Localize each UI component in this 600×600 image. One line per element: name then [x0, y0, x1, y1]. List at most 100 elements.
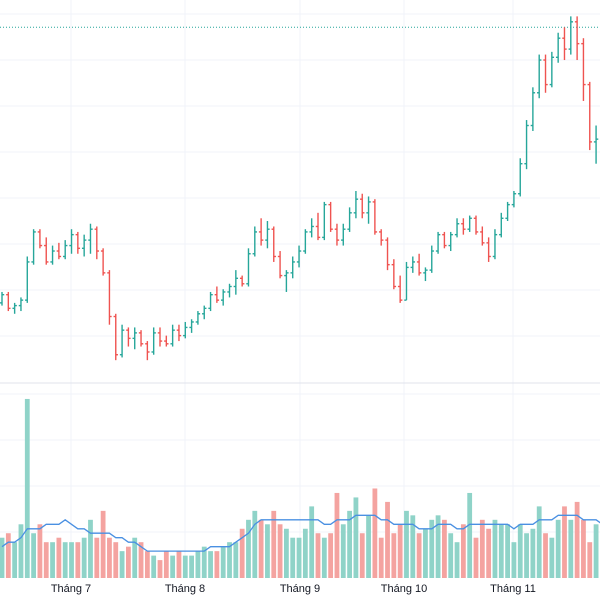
ohlc-bar — [183, 321, 188, 339]
volume-bar — [593, 524, 599, 578]
volume-bar — [170, 555, 176, 578]
x-tick-label: Tháng 10 — [381, 583, 427, 595]
volume-bar — [587, 542, 593, 578]
volume-bar — [302, 528, 308, 578]
volume-bar — [239, 528, 245, 578]
volume-bar — [340, 524, 346, 578]
ohlc-bar — [543, 54, 548, 93]
volume-bar — [271, 510, 277, 578]
ohlc-bar — [81, 234, 87, 257]
ohlc-bar — [18, 297, 24, 312]
x-tick-label: Tháng 7 — [51, 583, 91, 595]
volume-bar — [492, 519, 498, 578]
ohlc-bar — [429, 245, 434, 273]
volume-bar — [277, 524, 283, 578]
ohlc-bar — [176, 324, 182, 342]
ohlc-bar — [145, 341, 150, 361]
ohlc-bar — [423, 267, 428, 282]
ohlc-bar — [221, 289, 226, 306]
volume-bar — [182, 555, 188, 578]
ohlc-bar — [530, 87, 536, 131]
volume-bar — [562, 506, 567, 578]
ohlc-bar — [233, 270, 239, 295]
volume-bar — [208, 551, 213, 578]
volume-bar — [163, 551, 169, 578]
price-pane — [0, 16, 600, 361]
ohlc-bar — [524, 120, 529, 170]
volume-bar — [284, 528, 289, 578]
volume-bar — [220, 546, 226, 578]
ohlc-bar — [50, 245, 55, 265]
ohlc-bar — [366, 196, 371, 224]
ohlc-bar — [505, 201, 510, 222]
volume-bar — [88, 519, 93, 578]
volume-bar — [62, 542, 68, 578]
volume-bar — [347, 510, 352, 578]
volume-bar — [372, 488, 378, 578]
volume-bar — [435, 515, 441, 578]
x-tick-label: Tháng 11 — [490, 583, 536, 595]
ohlc-bar — [581, 38, 586, 101]
ohlc-bar — [537, 54, 542, 99]
ohlc-bar — [277, 251, 283, 279]
ohlc-bar — [555, 32, 561, 63]
volume-bar — [296, 537, 302, 578]
ohlc-bar — [113, 313, 118, 361]
ohlc-bar — [157, 327, 163, 347]
volume-bar — [423, 528, 428, 578]
ohlc-bar — [593, 125, 599, 164]
ohlc-bar — [170, 324, 175, 347]
volume-bar — [43, 542, 49, 578]
ohlc-bar — [214, 286, 220, 303]
ohlc-bar — [518, 158, 523, 197]
ohlc-bar — [328, 201, 333, 232]
ohlc-bar — [511, 191, 517, 208]
volume-bar — [50, 542, 55, 578]
volume-bar — [138, 542, 144, 578]
volume-bar — [517, 524, 523, 578]
ohlc-bar — [379, 229, 384, 246]
volume-bar — [258, 519, 264, 578]
ohlc-bar — [37, 229, 43, 249]
volume-bar — [75, 542, 81, 578]
ohlc-bar — [151, 327, 156, 355]
volume-bar — [113, 542, 119, 578]
volume-bar — [290, 537, 296, 578]
x-tick-label: Tháng 8 — [165, 583, 205, 595]
volume-bar — [214, 551, 220, 578]
volume-bar — [189, 555, 194, 578]
ohlc-bar — [473, 215, 479, 235]
ohlc-bar — [315, 212, 321, 241]
x-tick-label: Tháng 9 — [280, 583, 320, 595]
ohlc-bar — [119, 324, 125, 358]
volume-bar — [321, 537, 327, 578]
volume-bar — [366, 515, 371, 578]
volume-bar — [448, 533, 454, 578]
volume-bar — [524, 533, 529, 578]
ohlc-bar — [227, 283, 232, 298]
volume-bar — [119, 551, 125, 578]
volume-bar — [486, 528, 492, 578]
ohlc-bar — [322, 201, 327, 241]
volume-bar — [132, 537, 138, 578]
volume-bar — [549, 537, 555, 578]
ohlc-bar — [56, 242, 62, 260]
ohlc-bar — [284, 270, 289, 292]
ohlc-bar — [239, 275, 245, 287]
ohlc-bar — [404, 261, 409, 301]
volume-bar — [315, 533, 321, 578]
volume-bar — [391, 533, 397, 578]
ohlc-bar — [442, 231, 447, 249]
ohlc-bar — [252, 226, 257, 257]
ohlc-bar — [303, 229, 308, 254]
volume-bar — [429, 519, 435, 578]
volume-bar — [12, 542, 18, 578]
ohlc-bar — [164, 335, 169, 347]
volume-bar — [246, 519, 251, 578]
ohlc-bar — [12, 302, 17, 314]
ohlc-bar — [0, 291, 5, 306]
ohlc-bar — [448, 231, 453, 252]
volume-bar — [460, 524, 466, 578]
